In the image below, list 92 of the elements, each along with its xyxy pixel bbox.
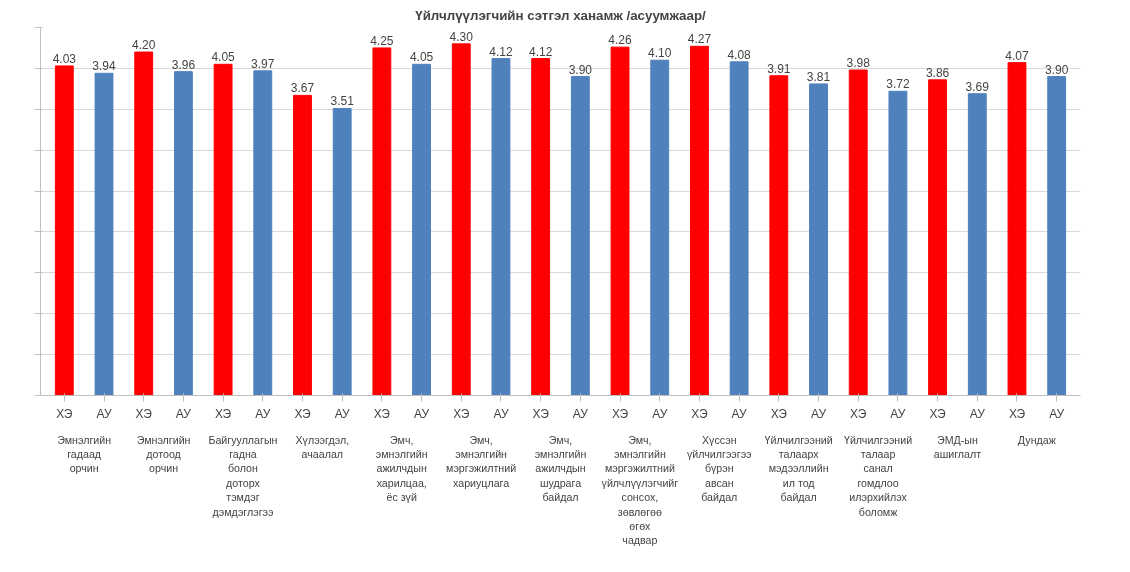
data-label: 3.96 bbox=[171, 57, 196, 72]
bar bbox=[451, 43, 471, 396]
bar bbox=[531, 58, 551, 396]
data-label: 3.51 bbox=[330, 94, 355, 109]
text: Эмнэлгийн гадаад орчин bbox=[57, 433, 112, 475]
data-label: 4.20 bbox=[132, 38, 156, 53]
text: Хүссэн үйлчилгээгээ бүрэн авсан байдал bbox=[687, 433, 752, 504]
data-label: 3.98 bbox=[846, 56, 871, 71]
text: Эмч, эмнэлгийн ажилчдын шудрага байдал bbox=[534, 433, 587, 504]
text: Эмч, эмнэлгийн мэргэжилтний үйлчлүүлэгчийг сонсох, зөвлөгөө өгөх чадвар bbox=[601, 433, 679, 547]
data-label: 4.05 bbox=[211, 50, 236, 65]
x-tick-label: ХЭ bbox=[850, 406, 867, 421]
x-tick-label: АУ bbox=[493, 406, 509, 421]
bar bbox=[491, 58, 511, 396]
data-label: 3.69 bbox=[965, 79, 990, 94]
x-tick-label: ХЭ bbox=[373, 406, 391, 421]
bar bbox=[94, 72, 114, 396]
x-tick-label: ХЭ bbox=[56, 406, 73, 421]
data-label: 4.05 bbox=[409, 50, 434, 65]
x-tick-label: ХЭ bbox=[611, 406, 629, 421]
bar bbox=[54, 65, 74, 396]
data-label: 4.07 bbox=[1005, 48, 1029, 63]
x-tick-label: АУ bbox=[96, 406, 112, 421]
text: Эмнэлгийн дотоод орчин bbox=[136, 433, 191, 475]
bar bbox=[848, 69, 868, 396]
bar bbox=[293, 94, 312, 396]
x-tick-label: ХЭ bbox=[532, 406, 550, 421]
data-label: 4.08 bbox=[727, 47, 752, 62]
data-label: 4.26 bbox=[608, 33, 633, 48]
data-label: 4.12 bbox=[528, 44, 553, 59]
x-tick-label: АУ bbox=[175, 406, 192, 421]
x-tick-label: АУ bbox=[255, 406, 271, 421]
x-tick-label: АУ bbox=[414, 406, 430, 421]
text: Байгууллагын гадна болон доторх тэмдэг дэмдэглэгээ bbox=[208, 433, 278, 518]
bar bbox=[729, 61, 749, 396]
data-label: 3.90 bbox=[1045, 62, 1069, 77]
chart-title: Үйлчлүүлэгчийн сэтгэл ханамж /асуумжаар/ bbox=[415, 7, 707, 23]
x-tick-label: АУ bbox=[334, 406, 351, 421]
bar bbox=[769, 75, 789, 396]
x-tick-label: АУ bbox=[652, 406, 668, 421]
bar bbox=[253, 70, 273, 396]
x-tick-label: АУ bbox=[890, 406, 906, 421]
data-label: 3.72 bbox=[886, 77, 910, 92]
bar bbox=[213, 63, 233, 396]
x-tick-label: АУ bbox=[731, 406, 748, 421]
data-label: 3.94 bbox=[92, 59, 117, 74]
data-label: 4.25 bbox=[370, 33, 394, 48]
x-tick-label: ХЭ bbox=[453, 406, 470, 421]
text: Эмч, эмнэлгийн ажилчдын харилцаа, ёс зүй bbox=[375, 433, 428, 504]
text: ЭМД-ын ашиглалт bbox=[933, 433, 982, 460]
bar bbox=[1047, 76, 1067, 396]
data-label: 4.10 bbox=[648, 46, 672, 61]
bar bbox=[650, 59, 670, 396]
data-label: 4.30 bbox=[449, 29, 474, 44]
data-label: 3.90 bbox=[568, 62, 593, 77]
text: Үйлчилгээний талаарх мэдээллийн ил тод байдал bbox=[764, 433, 833, 504]
text: Үйлчилгээний талаар санал гомдлоо илэрхийлэх боломж bbox=[843, 433, 913, 518]
x-tick-label: АУ bbox=[969, 406, 986, 421]
bar bbox=[610, 46, 630, 396]
x-tick-label: ХЭ bbox=[770, 406, 788, 421]
data-label: 3.86 bbox=[925, 65, 950, 80]
x-tick-label: ХЭ bbox=[135, 406, 153, 421]
bar bbox=[570, 76, 590, 396]
bar bbox=[173, 71, 193, 396]
bar bbox=[928, 79, 948, 396]
bar bbox=[372, 47, 392, 396]
x-tick-label: ХЭ bbox=[1008, 406, 1026, 421]
x-tick-label: ХЭ bbox=[294, 406, 311, 421]
x-tick-label: АУ bbox=[572, 406, 589, 421]
data-label: 3.81 bbox=[806, 69, 831, 84]
text: Эмч, эмнэлгийн мэргэжилтний хариуцлага bbox=[446, 433, 517, 489]
x-tick-label: АУ bbox=[810, 406, 827, 421]
bar bbox=[809, 83, 828, 396]
x-tick-label: ХЭ bbox=[214, 406, 232, 421]
bar bbox=[690, 45, 709, 396]
data-label: 4.27 bbox=[687, 32, 712, 47]
data-label: 4.03 bbox=[52, 51, 77, 66]
bar bbox=[412, 63, 431, 396]
data-label: 3.67 bbox=[290, 81, 315, 96]
x-tick-label: АУ bbox=[1049, 406, 1065, 421]
bar bbox=[888, 90, 908, 396]
bar bbox=[332, 107, 352, 396]
bar bbox=[134, 51, 154, 396]
data-label: 3.97 bbox=[251, 56, 275, 71]
data-label: 3.91 bbox=[767, 61, 791, 76]
text: Хүлээгдэл, ачаалал bbox=[295, 433, 350, 460]
bar bbox=[1007, 62, 1027, 396]
data-label: 4.12 bbox=[489, 44, 513, 59]
bar bbox=[967, 93, 987, 396]
x-tick-label: ХЭ bbox=[929, 406, 947, 421]
x-tick-label: ХЭ bbox=[691, 406, 708, 421]
text: Дундаж bbox=[1017, 433, 1057, 446]
